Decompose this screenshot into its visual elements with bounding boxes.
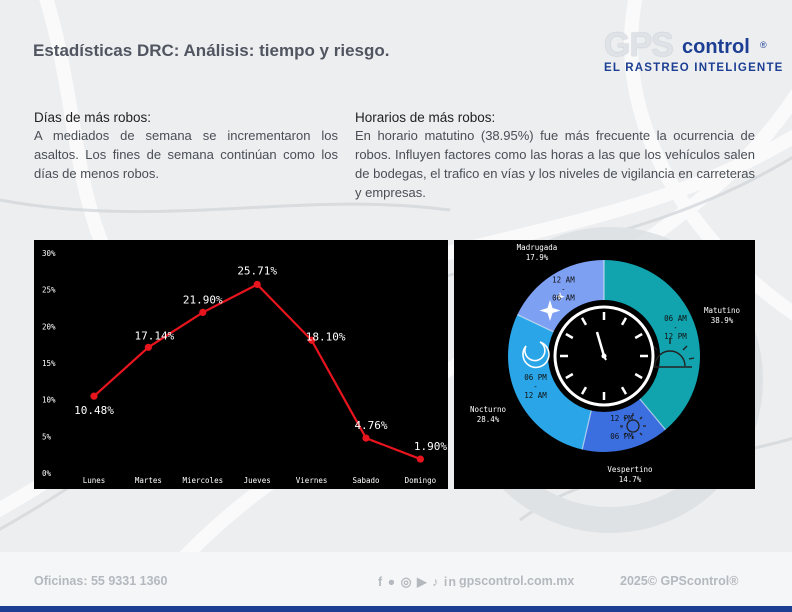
slice-range-label: 12 AM bbox=[552, 276, 575, 285]
data-point bbox=[199, 308, 207, 316]
slice-range-label: - bbox=[561, 285, 566, 294]
footer-copyright: 2025© GPScontrol® bbox=[620, 574, 739, 588]
slice-value-label: 38.9% bbox=[711, 316, 734, 325]
slice-range-label: - bbox=[673, 323, 678, 332]
slice-value-label: 17.9% bbox=[526, 253, 549, 262]
slice-name-label: Vespertino bbox=[607, 465, 653, 474]
x-tick-label: Sabado bbox=[352, 476, 380, 485]
donut-slice bbox=[582, 399, 666, 452]
x-tick-label: Domingo bbox=[405, 476, 437, 485]
data-label: 4.76% bbox=[354, 419, 387, 432]
clock-tick bbox=[620, 317, 628, 326]
x-tick-label: Lunes bbox=[83, 476, 106, 485]
days-heading: Días de más robos: bbox=[34, 110, 152, 125]
logo-tagline: EL RASTREO INTELIGENTE bbox=[604, 62, 784, 74]
data-label: 1.90% bbox=[414, 440, 447, 453]
x-tick-label: Martes bbox=[135, 476, 162, 485]
donut-slice bbox=[508, 314, 592, 450]
days-body: A mediados de semana se incrementaron lo… bbox=[34, 128, 338, 181]
clock-tick bbox=[620, 386, 628, 395]
y-tick-label: 20% bbox=[42, 322, 56, 331]
data-label: 18.10% bbox=[306, 330, 346, 343]
bottom-brand-bar bbox=[0, 606, 792, 612]
slice-divider bbox=[517, 314, 554, 333]
slice-name-label: Matutino bbox=[704, 306, 741, 315]
hours-section: Horarios de más robos: En horario matuti… bbox=[355, 110, 755, 202]
footer-offices: Oficinas: 55 9331 1360 bbox=[34, 574, 168, 588]
y-tick-label: 10% bbox=[42, 396, 56, 405]
slice-range-label: 06 PM bbox=[524, 373, 547, 382]
footer: Oficinas: 55 9331 1360 f ● ◎ ▶ ♪ in gpsc… bbox=[0, 552, 792, 608]
sun-icon bbox=[620, 413, 646, 439]
data-label: 25.71% bbox=[237, 264, 277, 277]
slice-divider bbox=[581, 410, 592, 450]
data-point bbox=[416, 455, 424, 463]
data-label: 17.14% bbox=[135, 329, 175, 342]
moon-icon bbox=[522, 341, 550, 369]
clock-tick bbox=[565, 332, 574, 340]
clock-hour-hand bbox=[595, 331, 606, 357]
hours-body: En horario matutino (38.95%) fue más fre… bbox=[355, 128, 755, 200]
logo-control-text: control bbox=[682, 36, 750, 58]
data-point bbox=[144, 343, 152, 351]
stars-icon bbox=[539, 292, 565, 321]
slice-range-label: 06 AM bbox=[664, 314, 687, 323]
line-chart-svg: 0% 5% 10% 15% 20% 25% 30% Lunes Martes Miercoles J… bbox=[42, 249, 447, 485]
slice-divider bbox=[639, 398, 666, 431]
y-tick-label: 5% bbox=[42, 432, 52, 441]
page-title: Estadísticas DRC: Análisis: tiempo y rie… bbox=[33, 41, 390, 60]
data-point bbox=[308, 336, 316, 344]
slice-range-label: 12 PM bbox=[610, 414, 633, 423]
data-point bbox=[362, 434, 370, 442]
social-icons[interactable]: f ● ◎ ▶ ♪ in bbox=[378, 575, 457, 589]
data-label: 21.90% bbox=[183, 293, 223, 306]
x-tick-label: Jueves bbox=[244, 476, 271, 485]
donut-slice bbox=[604, 260, 700, 430]
clock-tick bbox=[565, 372, 574, 380]
data-label: 10.48% bbox=[74, 404, 114, 417]
y-tick-label: 30% bbox=[42, 249, 56, 258]
clock-tick bbox=[634, 372, 643, 380]
logo-gps-text: GPS bbox=[604, 26, 674, 64]
slice-range-label: 12 PM bbox=[664, 332, 687, 341]
days-section: Días de más robos: A mediados de semana … bbox=[34, 110, 338, 183]
data-point bbox=[253, 280, 261, 289]
clock-tick bbox=[634, 332, 643, 340]
slice-range-label: - bbox=[619, 423, 624, 432]
y-tick-label: 0% bbox=[42, 469, 52, 478]
slice-name-label: Madrugada bbox=[517, 243, 558, 252]
slice-value-label: 28.4% bbox=[477, 415, 500, 424]
slice-value-label: 14.7% bbox=[619, 475, 642, 484]
clock-icon bbox=[553, 305, 655, 407]
y-tick-label: 25% bbox=[42, 286, 56, 295]
hours-heading: Horarios de más robos: bbox=[355, 110, 496, 125]
footer-website-link[interactable]: gpscontrol.com.mx bbox=[459, 574, 575, 588]
slice-range-label: 12 AM bbox=[524, 391, 547, 400]
series-line bbox=[93, 283, 421, 461]
brand-logo: GPS control ® EL RASTREO INTELIGENTE bbox=[604, 26, 782, 76]
slice-range-label: 06 PM bbox=[610, 432, 633, 441]
slice-range-label: 06 AM bbox=[552, 294, 575, 303]
data-point bbox=[90, 392, 98, 400]
time-of-day-chart: 06 AM -12 PM 12 PM -06 PM 06 PM -12 AM 12 AM -0… bbox=[454, 240, 755, 489]
x-tick-label: Viernes bbox=[296, 476, 328, 485]
logo-registered-mark: ® bbox=[760, 40, 767, 50]
weekday-robbery-chart: 0% 5% 10% 15% 20% 25% 30% Lunes Martes Miercoles J… bbox=[34, 240, 448, 489]
y-tick-label: 15% bbox=[42, 359, 56, 368]
x-tick-label: Miercoles bbox=[182, 476, 223, 485]
clock-tick bbox=[580, 386, 588, 395]
slice-name-label: Nocturno bbox=[470, 405, 507, 414]
slice-range-label: - bbox=[533, 382, 538, 391]
clock-tick bbox=[580, 317, 588, 326]
